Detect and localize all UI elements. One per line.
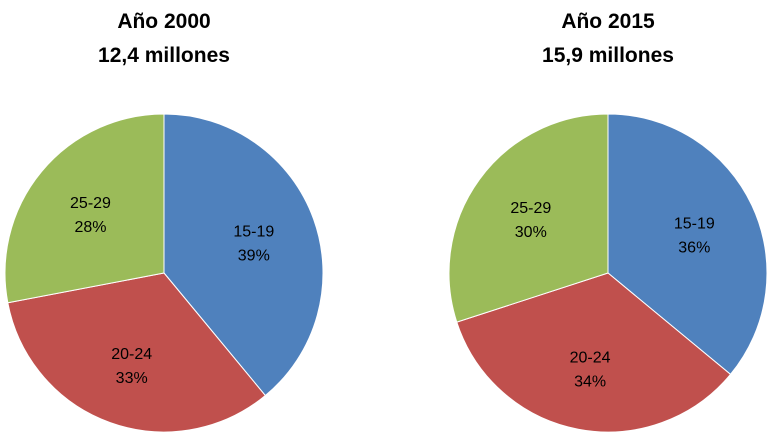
- pie-slice-2015-25-29: [448, 113, 609, 323]
- slice-category-label-2015-25-29: 25-29: [510, 200, 551, 217]
- pie-slice-2015-15-19: [607, 113, 768, 376]
- pie-2000: 15-19 39% 20-24 33% 25-29 28%: [4, 113, 324, 432]
- slice-category-label-2000-25-29: 25-29: [70, 195, 111, 212]
- slice-value-label-2000-20-24: 33%: [116, 370, 148, 387]
- slice-category-label-2000-15-19: 15-19: [233, 224, 274, 241]
- slice-value-label-2000-15-19: 39%: [238, 248, 270, 265]
- slice-value-label-2015-20-24: 34%: [574, 374, 606, 391]
- slice-value-label-2015-15-19: 36%: [678, 239, 710, 256]
- slice-value-label-2000-25-29: 28%: [74, 219, 106, 236]
- pie-title-2000: Año 2000: [117, 10, 210, 33]
- pie-slice-2000-20-24: [7, 272, 267, 432]
- slice-category-label-2000-20-24: 20-24: [111, 346, 152, 363]
- pie-subtitle-2000: 12,4 millones: [98, 44, 230, 67]
- pie-slice-2015-20-24: [456, 272, 732, 432]
- pie-title-2015: Año 2015: [561, 10, 655, 33]
- slice-category-label-2015-20-24: 20-24: [570, 350, 611, 367]
- slice-value-label-2015-25-29: 30%: [515, 224, 547, 241]
- slice-category-label-2015-15-19: 15-19: [674, 215, 715, 232]
- pie-2015: 15-19 36% 20-24 34% 25-29 30%: [448, 113, 768, 432]
- pie-slice-2000-15-19: [163, 113, 324, 397]
- pie-subtitle-2015: 15,9 millones: [542, 44, 674, 67]
- pie-slice-2000-25-29: [4, 113, 165, 304]
